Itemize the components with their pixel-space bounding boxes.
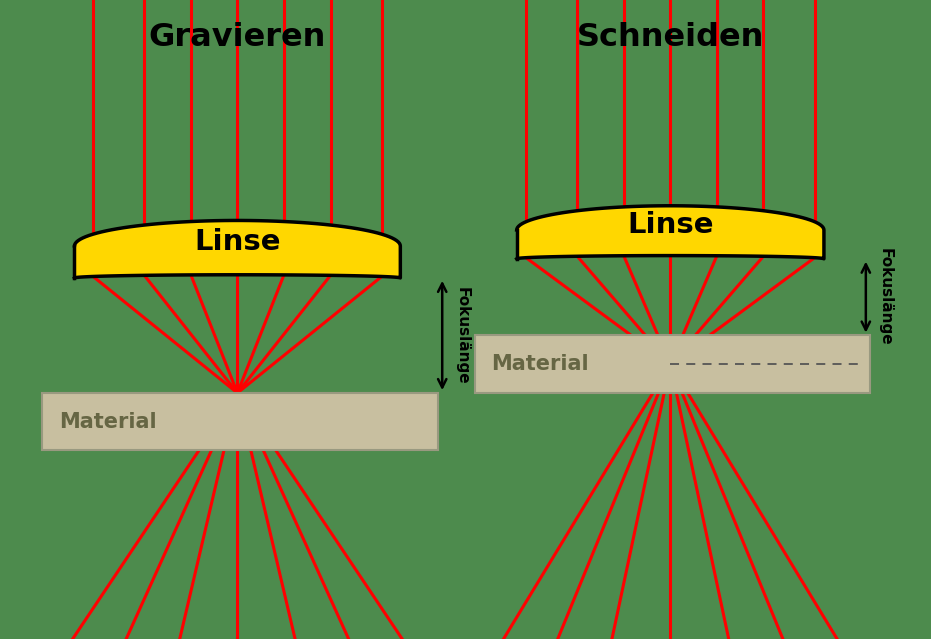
Text: Gravieren: Gravieren xyxy=(149,22,326,54)
Bar xyxy=(42,393,438,450)
Text: Linse: Linse xyxy=(195,227,280,256)
Polygon shape xyxy=(517,206,824,259)
Text: Material: Material xyxy=(492,354,589,374)
Text: Linse: Linse xyxy=(627,211,713,239)
Text: Schneiden: Schneiden xyxy=(576,22,764,54)
Text: Fokuslänge: Fokuslänge xyxy=(454,287,469,384)
Text: Material: Material xyxy=(59,412,156,432)
Text: Fokuslänge: Fokuslänge xyxy=(878,249,893,346)
Bar xyxy=(475,335,870,393)
Polygon shape xyxy=(74,220,400,278)
